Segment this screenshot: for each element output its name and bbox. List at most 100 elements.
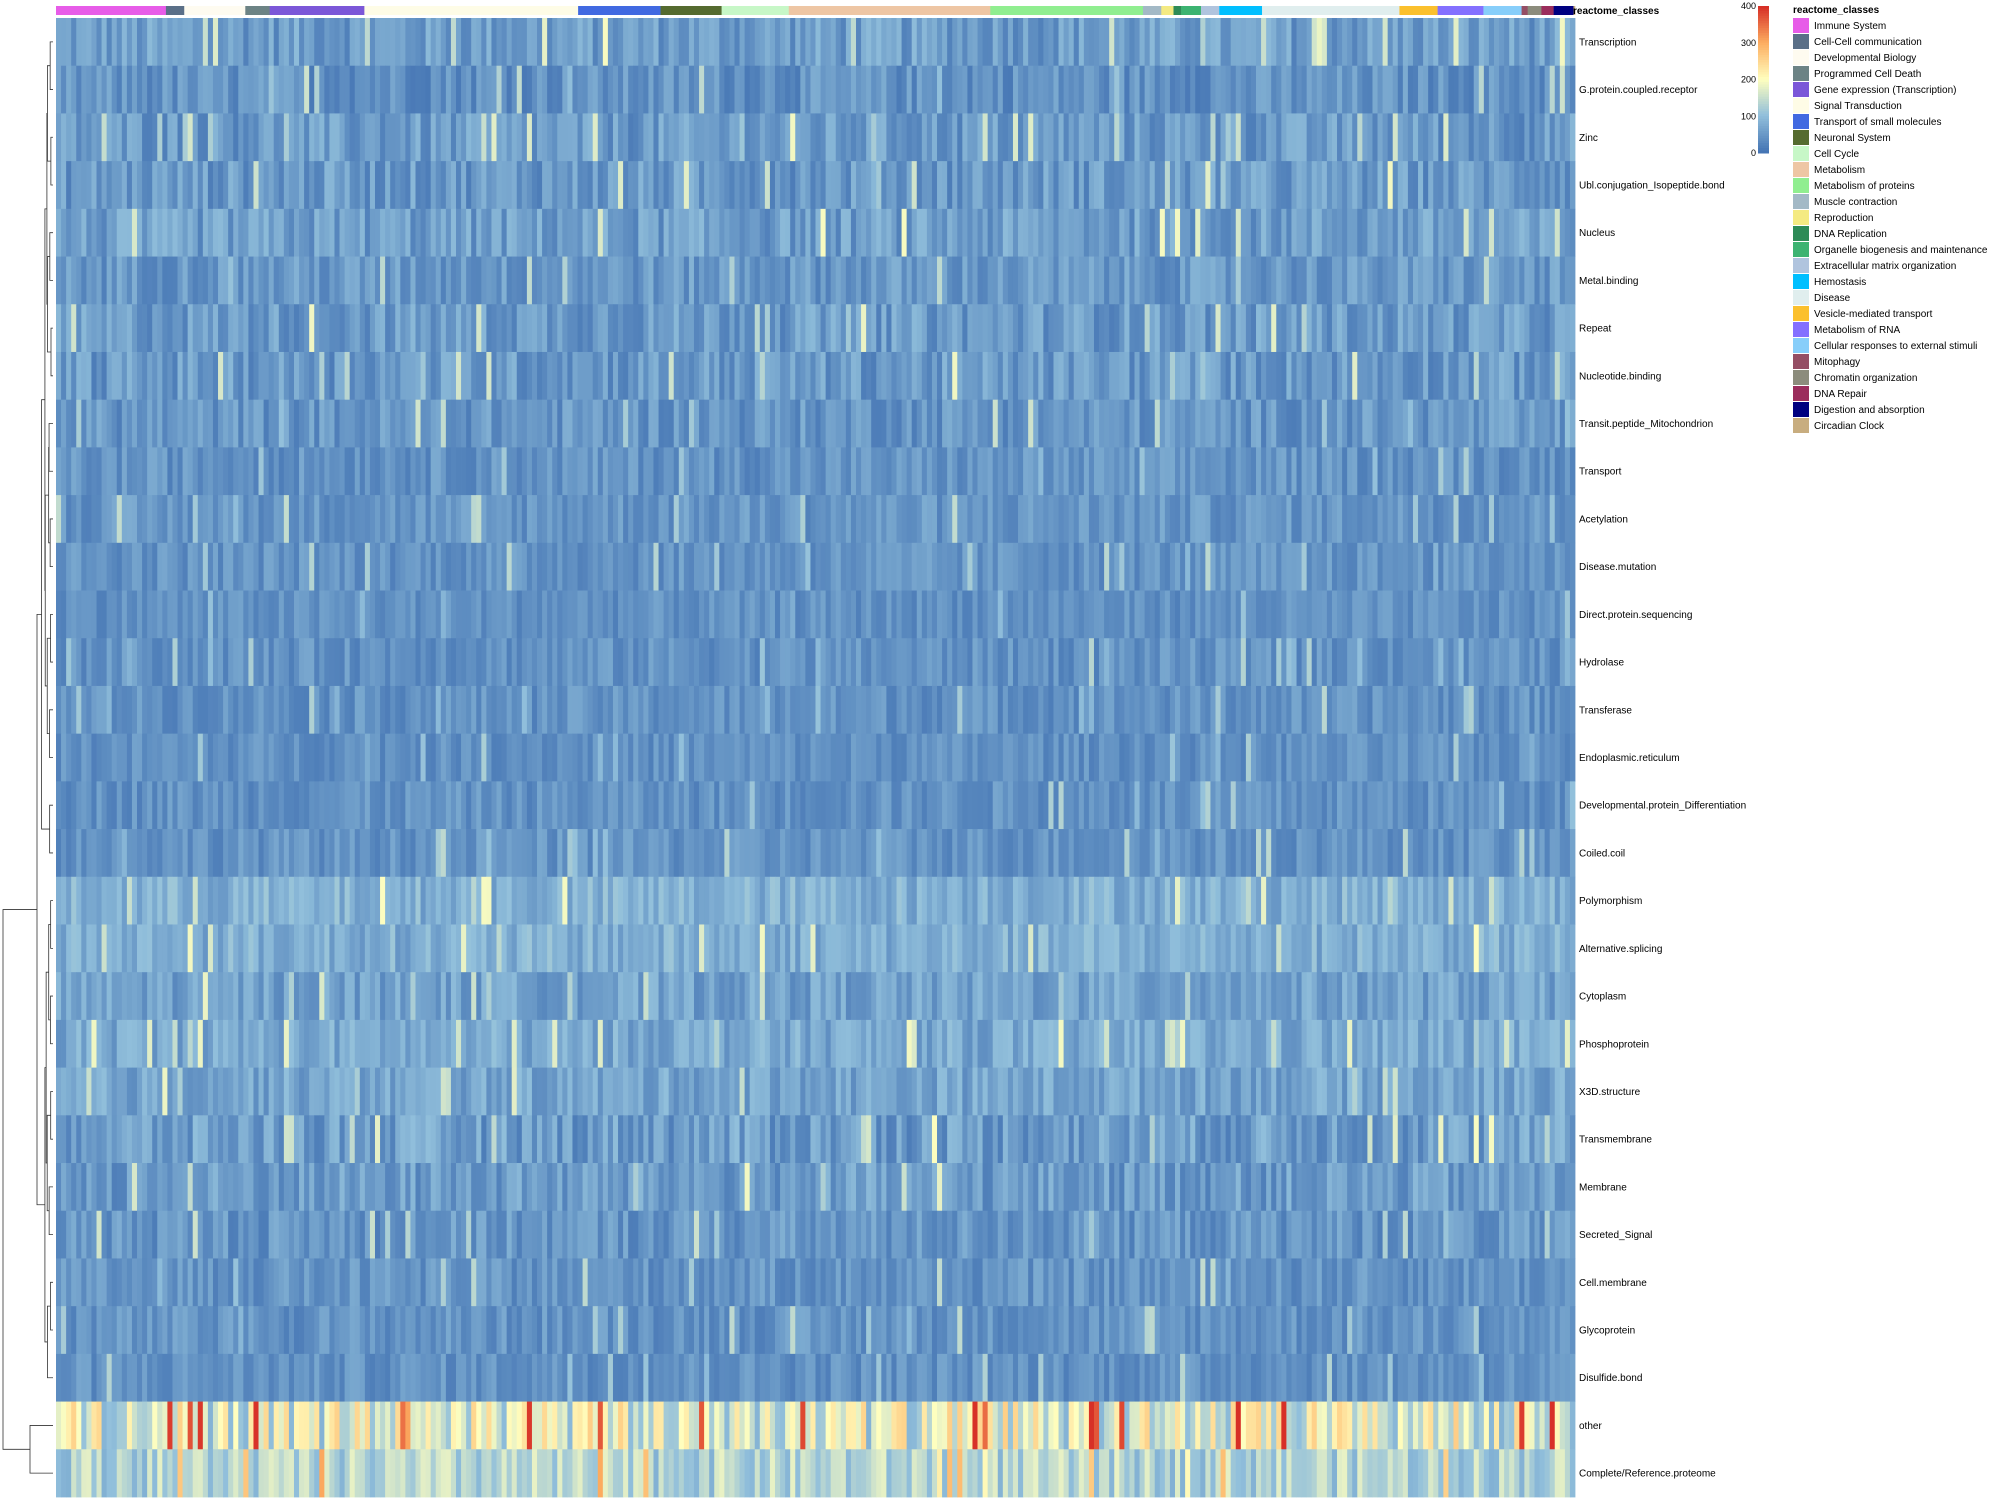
heatmap-cell [531,733,538,782]
heatmap-cell [845,590,852,639]
heatmap-cell [1271,161,1277,210]
heatmap-cell [86,65,92,114]
heatmap-cell [1559,638,1566,687]
heatmap-cell [91,65,97,114]
heatmap-cell [1387,256,1394,305]
heatmap-cell [1433,733,1439,782]
heatmap-cell [881,256,887,305]
heatmap-cell [243,113,249,162]
heatmap-cell [526,399,533,448]
heatmap-cell [461,161,467,210]
heatmap-cell [1099,18,1105,67]
heatmap-cell [278,590,285,639]
heatmap-cell [380,18,386,67]
heatmap-cell [1483,304,1490,353]
heatmap-cell [1175,351,1181,401]
heatmap-cell [268,685,275,735]
heatmap-cell [749,65,756,114]
heatmap-cell [415,495,421,544]
heatmap-cell [309,447,315,496]
heatmap-cell [1377,161,1383,210]
heatmap-cell [769,733,776,782]
heatmap-cell [1524,733,1530,782]
heatmap-cell [319,495,325,544]
heatmap-cell [987,65,994,114]
heatmap-cell [359,65,366,114]
heatmap-cell [304,638,310,687]
heatmap-cell [86,304,92,353]
heatmap-cell [1068,447,1075,496]
heatmap-cell [1083,161,1090,210]
heatmap-cell [921,733,928,782]
heatmap-cell [1392,65,1399,114]
heatmap-cell [881,304,887,353]
heatmap-cell [749,399,756,448]
heatmap-cell [172,161,178,210]
heatmap-cell [754,399,761,448]
heatmap-cell [754,542,761,591]
heatmap-cell [891,447,897,496]
heatmap-cell [1164,685,1171,735]
heatmap-cell [1519,399,1525,448]
heatmap-cell [734,590,740,639]
heatmap-cell [1012,495,1019,544]
heatmap-cell [1357,161,1363,210]
heatmap-cell [572,304,578,353]
heatmap-cell [400,113,406,162]
heatmap-cell [1053,208,1059,257]
heatmap-cell [1073,208,1080,257]
heatmap-cell [992,351,999,401]
heatmap-cell [1549,542,1556,591]
heatmap-cell [278,399,285,448]
heatmap-cell [623,65,629,114]
heatmap-cell [709,208,715,257]
heatmap-cell [785,208,791,257]
heatmap-cell [952,399,958,448]
heatmap-cell [405,685,411,735]
heatmap-cell [1473,304,1480,353]
heatmap-cell [410,685,416,735]
heatmap-cell [1093,495,1100,544]
heatmap-cell [612,161,619,210]
heatmap-cell [56,495,62,544]
heatmap-cell [486,208,492,257]
heatmap-cell [597,351,604,401]
heatmap-cell [764,590,771,639]
heatmap-cell [1129,447,1135,496]
heatmap-cell [856,685,862,735]
heatmap-cell [172,113,178,162]
heatmap-cell [825,542,832,591]
heatmap-cell [643,304,649,353]
heatmap-cell [1377,113,1383,162]
heatmap-cell [1387,733,1394,782]
heatmap-cell [845,685,852,735]
heatmap-cell [668,733,675,782]
heatmap-cell [1002,161,1009,210]
heatmap-cell [1448,113,1454,162]
heatmap-cell [1539,542,1546,591]
heatmap-cell [142,495,148,544]
heatmap-cell [557,590,563,639]
heatmap-cell [901,256,908,305]
heatmap-cell [1347,590,1353,639]
heatmap-cell [992,542,999,591]
heatmap-cell [491,590,497,639]
heatmap-cell [562,18,568,67]
heatmap-cell [820,495,827,544]
heatmap-cell [374,495,381,544]
heatmap-cell [1200,685,1206,735]
heatmap-cell [1124,542,1130,591]
heatmap-cell [66,495,72,544]
heatmap-cell [531,781,538,830]
heatmap-cell [623,399,629,448]
heatmap-cell [248,65,254,114]
heatmap-cell [435,781,442,830]
heatmap-cell [1109,256,1115,305]
heatmap-cell [1347,351,1353,401]
heatmap-cell [759,351,766,401]
heatmap-cell [283,208,290,257]
heatmap-cell [607,685,614,735]
heatmap-cell [1271,65,1277,114]
heatmap-cell [1428,256,1434,305]
heatmap-cell [283,685,290,735]
